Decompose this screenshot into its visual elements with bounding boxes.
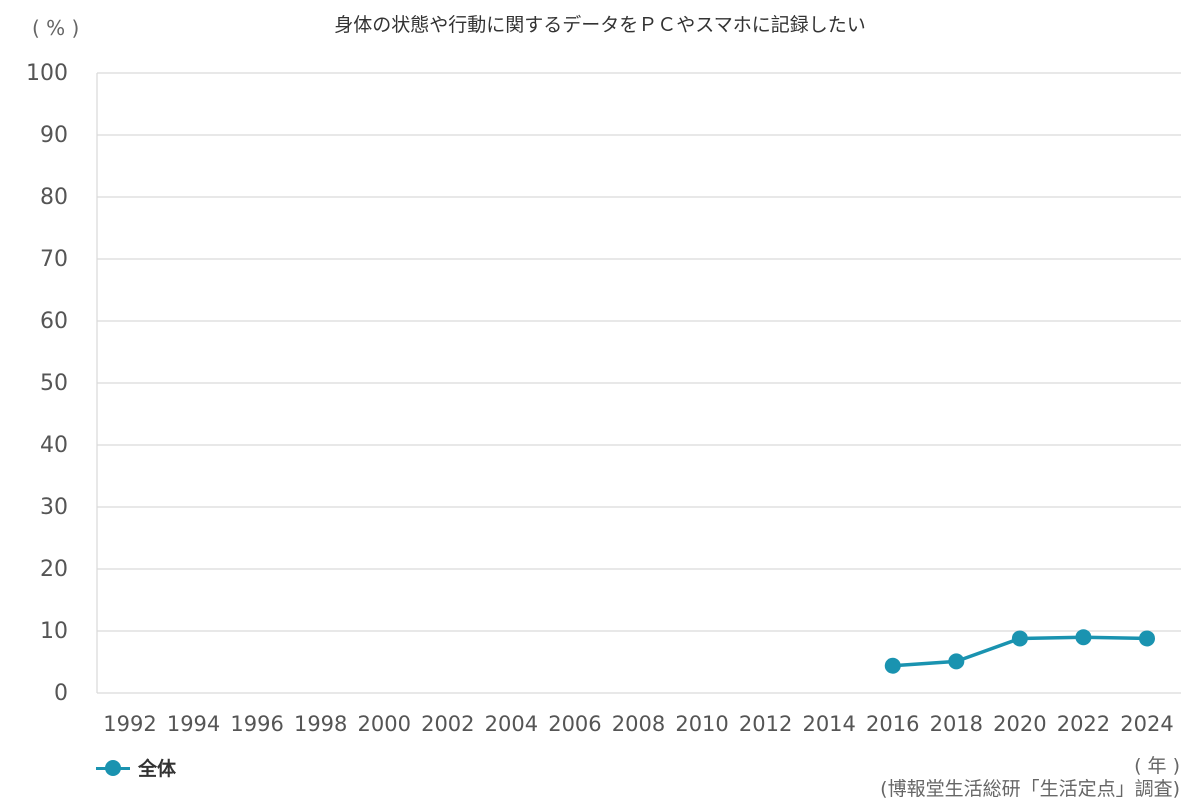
x-tick-label-2022: 2022 (1057, 712, 1110, 736)
legend-line-marker-icon (96, 755, 130, 781)
source-note: (博報堂生活総研「生活定点」調査) (880, 778, 1180, 800)
x-tick-label-1994: 1994 (167, 712, 220, 736)
data-point-2022 (1075, 629, 1092, 646)
chart-title: 身体の状態や行動に関するデータをＰＣやスマホに記録したい (334, 14, 866, 36)
x-axis-unit: ( 年 ) (1134, 755, 1180, 777)
legend-label: 全体 (138, 758, 177, 780)
x-tick-label-2014: 2014 (802, 712, 855, 736)
y-tick-label-40: 40 (40, 433, 68, 458)
data-point-2018 (948, 653, 965, 670)
y-tick-label-100: 100 (26, 61, 68, 86)
y-tick-label-90: 90 (40, 123, 68, 148)
x-tick-label-2024: 2024 (1120, 712, 1173, 736)
x-tick-label-2008: 2008 (612, 712, 665, 736)
x-tick-label-1998: 1998 (294, 712, 347, 736)
y-tick-label-50: 50 (40, 371, 68, 396)
x-tick-label-2018: 2018 (930, 712, 983, 736)
y-tick-label-60: 60 (40, 309, 68, 334)
x-tick-label-2020: 2020 (993, 712, 1046, 736)
x-tick-label-2002: 2002 (421, 712, 474, 736)
y-tick-label-80: 80 (40, 185, 68, 210)
x-tick-label-2000: 2000 (358, 712, 411, 736)
x-tick-label-2006: 2006 (548, 712, 601, 736)
y-tick-label-0: 0 (54, 681, 68, 706)
y-tick-label-10: 10 (40, 619, 68, 644)
x-tick-label-1996: 1996 (230, 712, 283, 736)
x-tick-label-2004: 2004 (485, 712, 538, 736)
y-axis-unit: ( % ) (32, 16, 80, 40)
data-point-2020 (1011, 630, 1028, 647)
y-tick-label-20: 20 (40, 557, 68, 582)
legend: 全体 (96, 754, 176, 781)
x-tick-label-1992: 1992 (103, 712, 156, 736)
data-point-2024 (1139, 630, 1155, 647)
x-tick-label-2010: 2010 (675, 712, 728, 736)
data-point-2016 (884, 657, 901, 674)
y-tick-label-70: 70 (40, 247, 68, 272)
x-tick-label-2012: 2012 (739, 712, 792, 736)
x-tick-label-2016: 2016 (866, 712, 919, 736)
y-tick-label-30: 30 (40, 495, 68, 520)
